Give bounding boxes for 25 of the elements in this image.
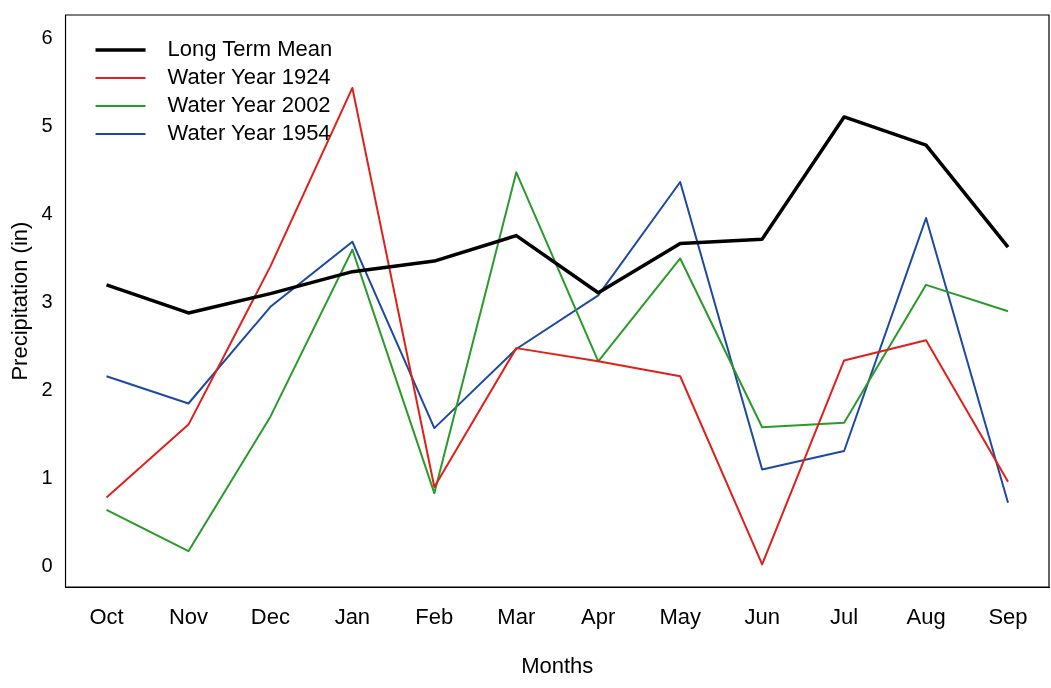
y-tick-label: 4 bbox=[41, 202, 53, 225]
y-tick-label: 2 bbox=[41, 377, 53, 400]
legend-label: Water Year 1954 bbox=[167, 120, 331, 146]
y-tick-label: 1 bbox=[41, 465, 53, 488]
y-tick-label: 5 bbox=[41, 114, 53, 137]
x-tick-label: Apr bbox=[581, 604, 616, 630]
x-tick-label: Jan bbox=[334, 604, 371, 630]
x-axis-title: Months bbox=[521, 652, 594, 678]
x-tick-label: Dec bbox=[250, 604, 290, 630]
y-tick-label: 6 bbox=[41, 26, 53, 49]
x-tick-label: Sep bbox=[988, 604, 1028, 630]
x-tick-label: Nov bbox=[168, 604, 209, 630]
x-tick-label: Feb bbox=[415, 604, 454, 630]
legend-label: Water Year 2002 bbox=[167, 92, 331, 118]
x-tick-label: Jun bbox=[744, 604, 780, 630]
legend-label: Long Term Mean bbox=[167, 36, 333, 62]
x-tick-label: Aug bbox=[906, 604, 946, 630]
y-axis-title: Precipitation (in) bbox=[7, 221, 33, 381]
legend-label: Water Year 1924 bbox=[167, 64, 331, 90]
y-tick-label: 3 bbox=[41, 289, 53, 312]
x-tick-label: Oct bbox=[89, 604, 124, 630]
y-tick-label: 0 bbox=[41, 553, 53, 576]
x-tick-label: Jul bbox=[830, 604, 859, 630]
x-tick-label: May bbox=[659, 604, 701, 630]
x-tick-label: Mar bbox=[497, 604, 536, 630]
